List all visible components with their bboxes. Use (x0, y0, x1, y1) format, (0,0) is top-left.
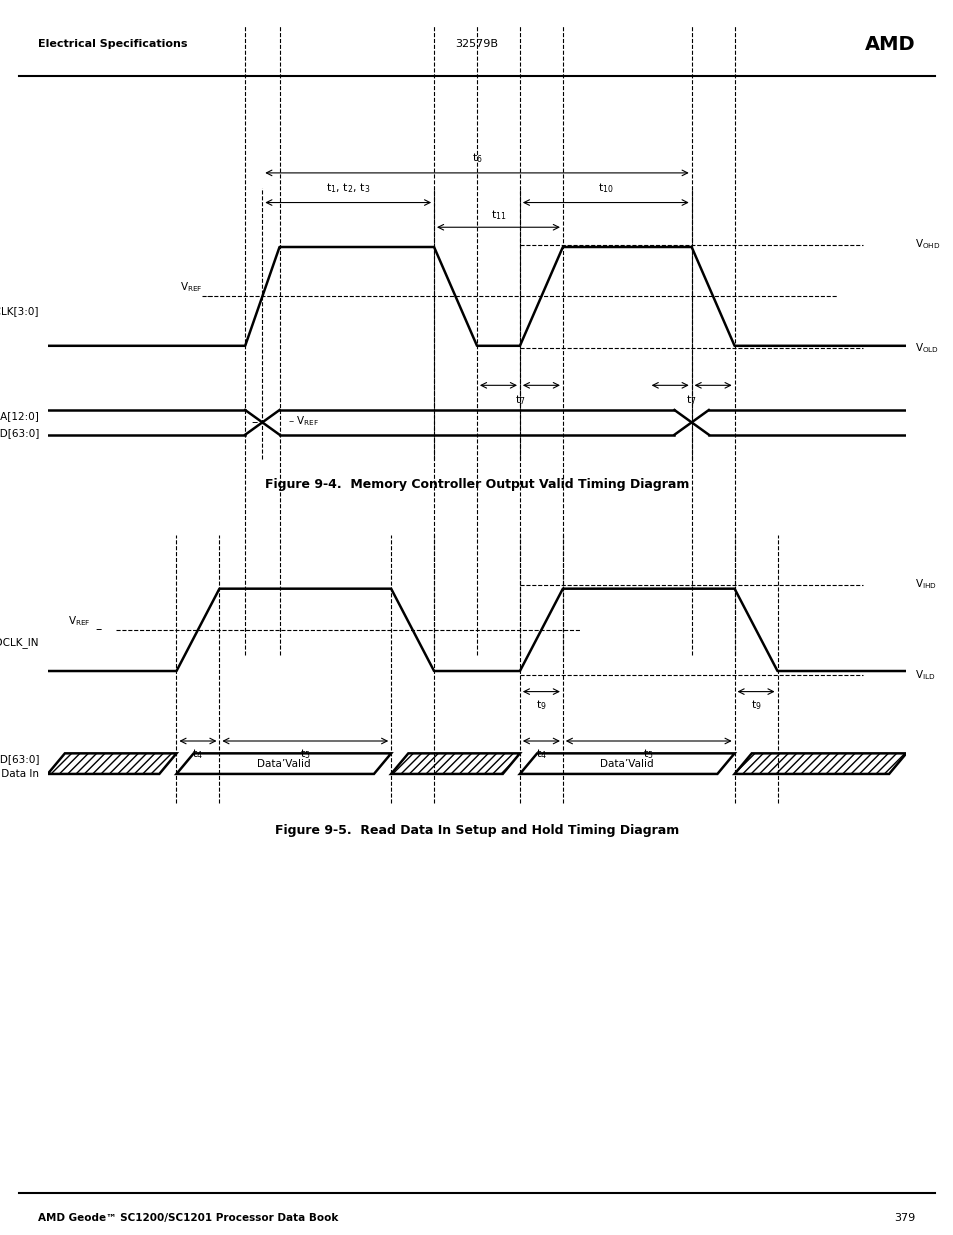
Text: Data’Valid: Data’Valid (599, 758, 654, 768)
Text: MD[63:0]: MD[63:0] (0, 755, 39, 764)
Text: AMD Geode™ SC1200/SC1201 Processor Data Book: AMD Geode™ SC1200/SC1201 Processor Data … (38, 1213, 338, 1223)
Text: –: – (252, 416, 257, 429)
Polygon shape (176, 753, 391, 774)
Text: t$_4$: t$_4$ (193, 747, 203, 761)
Polygon shape (48, 753, 176, 774)
Text: V$_{\rm OLD}$: V$_{\rm OLD}$ (914, 341, 938, 356)
Text: Data’Valid: Data’Valid (256, 758, 311, 768)
Text: –: – (95, 624, 101, 636)
Text: t$_9$: t$_9$ (536, 698, 546, 711)
Text: 379: 379 (894, 1213, 915, 1223)
Text: V$_{\rm OHD}$: V$_{\rm OHD}$ (914, 237, 940, 252)
Text: Electrical Specifications: Electrical Specifications (38, 40, 188, 49)
Text: t$_{10}$: t$_{10}$ (598, 182, 613, 195)
Text: t$_1$, t$_2$, t$_3$: t$_1$, t$_2$, t$_3$ (326, 182, 370, 195)
Text: AMD: AMD (864, 35, 915, 53)
Text: Read Data In: Read Data In (0, 769, 39, 779)
Polygon shape (391, 753, 519, 774)
Text: t$_5$: t$_5$ (299, 747, 311, 761)
Text: t$_7$: t$_7$ (685, 393, 697, 406)
Text: SDCLK_IN: SDCLK_IN (0, 637, 39, 647)
Text: –: – (206, 290, 213, 303)
Text: 32579B: 32579B (455, 40, 498, 49)
Text: V$_{\rm IHD}$: V$_{\rm IHD}$ (914, 578, 936, 592)
Text: t$_{11}$: t$_{11}$ (490, 209, 506, 222)
Text: t$_5$: t$_5$ (642, 747, 654, 761)
Text: V$_{\rm REF}$: V$_{\rm REF}$ (68, 614, 91, 627)
Text: V$_{\rm ILD}$: V$_{\rm ILD}$ (914, 668, 935, 682)
Text: SDCLK[3:0]: SDCLK[3:0] (0, 306, 39, 316)
Text: Figure 9-4.  Memory Controller Output Valid Timing Diagram: Figure 9-4. Memory Controller Output Val… (265, 478, 688, 492)
Text: Figure 9-5.  Read Data In Setup and Hold Timing Diagram: Figure 9-5. Read Data In Setup and Hold … (274, 824, 679, 837)
Text: – V$_{\rm REF}$: – V$_{\rm REF}$ (288, 415, 319, 429)
Polygon shape (519, 753, 734, 774)
Polygon shape (734, 753, 905, 774)
Text: Control Output, MA[12:0]: Control Output, MA[12:0] (0, 412, 39, 422)
Text: t$_7$: t$_7$ (514, 393, 525, 406)
Text: t$_4$: t$_4$ (536, 747, 546, 761)
Text: BA[1:0], MD[63:0]: BA[1:0], MD[63:0] (0, 429, 39, 438)
Text: t$_6$: t$_6$ (471, 152, 482, 165)
Text: t$_9$: t$_9$ (750, 698, 760, 711)
Text: V$_{\rm REF}$: V$_{\rm REF}$ (179, 280, 202, 294)
